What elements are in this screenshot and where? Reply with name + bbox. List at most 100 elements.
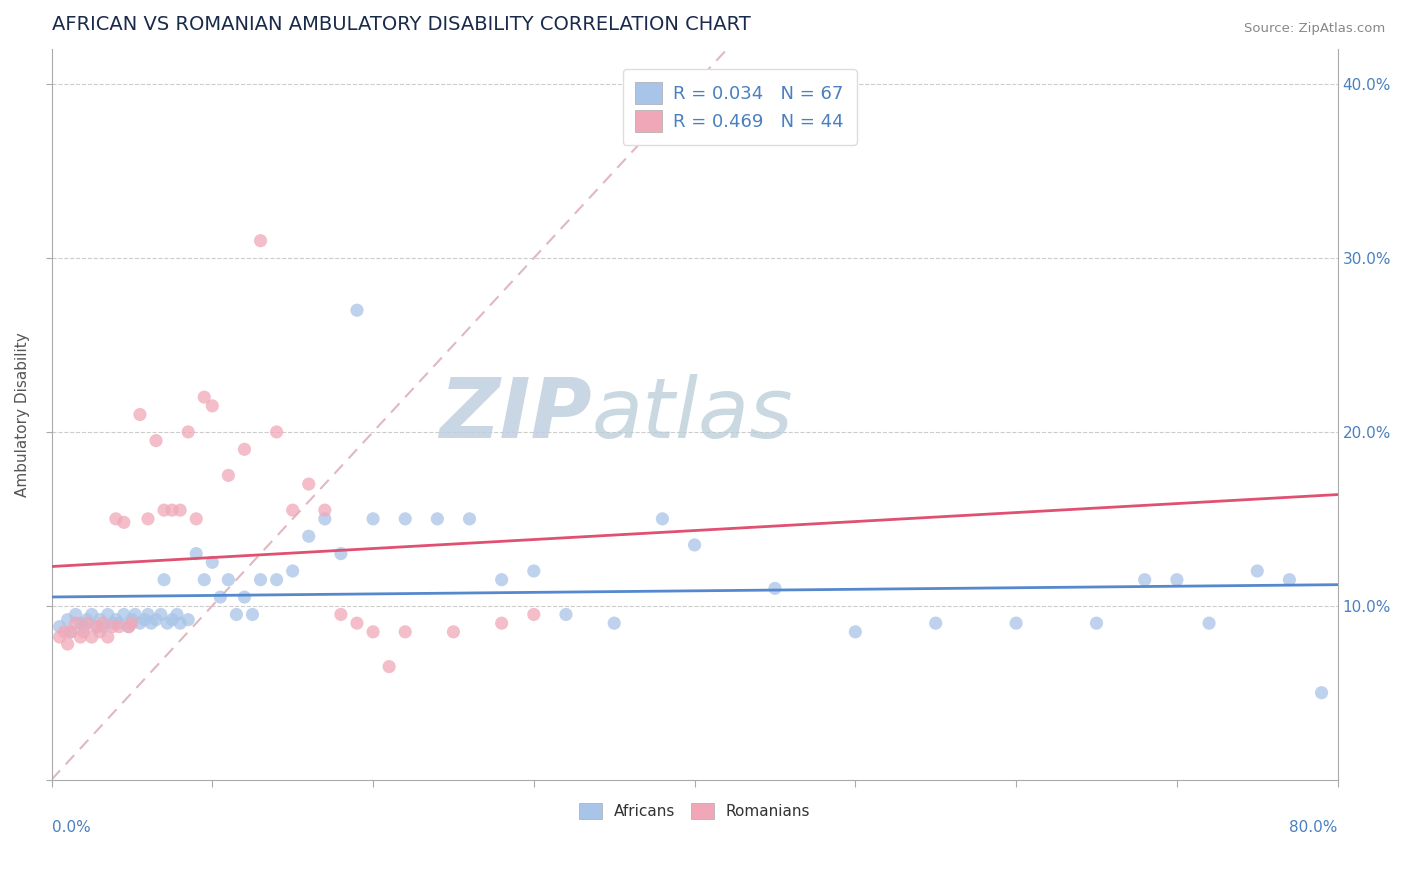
Point <box>101 616 124 631</box>
Point <box>169 616 191 631</box>
Point <box>108 620 131 634</box>
Point <box>249 573 271 587</box>
Point <box>1005 616 1028 631</box>
Point <box>48 620 70 634</box>
Point <box>136 512 159 526</box>
Point <box>266 425 288 439</box>
Text: atlas: atlas <box>592 374 793 455</box>
Point <box>201 399 224 413</box>
Point <box>65 607 87 622</box>
Point <box>124 607 146 622</box>
Point <box>217 573 239 587</box>
Point <box>112 516 135 530</box>
Point <box>242 607 264 622</box>
Point <box>209 590 232 604</box>
Point <box>118 620 141 634</box>
Point <box>69 630 91 644</box>
Point <box>149 607 172 622</box>
Point <box>193 573 215 587</box>
Point <box>1085 616 1108 631</box>
Point <box>59 624 82 639</box>
Point <box>129 616 152 631</box>
Point <box>1133 573 1156 587</box>
Point <box>56 637 79 651</box>
Point <box>266 573 288 587</box>
Point <box>346 303 368 318</box>
Point <box>523 607 546 622</box>
Point <box>394 624 416 639</box>
Point <box>104 613 127 627</box>
Point <box>91 616 114 631</box>
Point <box>76 613 98 627</box>
Point <box>186 547 208 561</box>
Point <box>177 425 200 439</box>
Point <box>177 613 200 627</box>
Point <box>53 624 76 639</box>
Point <box>1310 686 1333 700</box>
Point <box>145 613 167 627</box>
Point <box>603 616 626 631</box>
Point <box>112 607 135 622</box>
Point <box>281 503 304 517</box>
Legend: Africans, Romanians: Africans, Romanians <box>571 796 818 827</box>
Point <box>378 659 401 673</box>
Text: Source: ZipAtlas.com: Source: ZipAtlas.com <box>1244 22 1385 36</box>
Point <box>97 607 120 622</box>
Point <box>1198 616 1220 631</box>
Point <box>217 468 239 483</box>
Point <box>141 616 163 631</box>
Point <box>86 620 108 634</box>
Point <box>73 624 96 639</box>
Point <box>118 620 141 634</box>
Point <box>193 390 215 404</box>
Point <box>69 616 91 631</box>
Point <box>844 624 866 639</box>
Point <box>129 408 152 422</box>
Point <box>249 234 271 248</box>
Point <box>186 512 208 526</box>
Point <box>80 630 103 644</box>
Point <box>458 512 481 526</box>
Point <box>233 590 256 604</box>
Point <box>136 607 159 622</box>
Point <box>361 624 384 639</box>
Point <box>298 477 321 491</box>
Point <box>925 616 948 631</box>
Point <box>491 573 513 587</box>
Y-axis label: Ambulatory Disability: Ambulatory Disability <box>15 332 30 497</box>
Point <box>134 613 156 627</box>
Point <box>97 630 120 644</box>
Point <box>346 616 368 631</box>
Point <box>443 624 465 639</box>
Point <box>89 624 111 639</box>
Point <box>763 582 786 596</box>
Point <box>101 620 124 634</box>
Point <box>361 512 384 526</box>
Point <box>73 620 96 634</box>
Point <box>394 512 416 526</box>
Point <box>145 434 167 448</box>
Text: 0.0%: 0.0% <box>52 820 90 835</box>
Point <box>104 512 127 526</box>
Point <box>169 503 191 517</box>
Text: ZIP: ZIP <box>439 374 592 455</box>
Point <box>48 630 70 644</box>
Point <box>153 573 176 587</box>
Point <box>225 607 247 622</box>
Point <box>65 616 87 631</box>
Point <box>166 607 188 622</box>
Point <box>121 613 143 627</box>
Point <box>651 512 673 526</box>
Point <box>683 538 706 552</box>
Point <box>281 564 304 578</box>
Point <box>329 607 352 622</box>
Text: 80.0%: 80.0% <box>1289 820 1337 835</box>
Point <box>555 607 578 622</box>
Point <box>201 555 224 569</box>
Point <box>153 503 176 517</box>
Point <box>298 529 321 543</box>
Point <box>56 613 79 627</box>
Text: AFRICAN VS ROMANIAN AMBULATORY DISABILITY CORRELATION CHART: AFRICAN VS ROMANIAN AMBULATORY DISABILIT… <box>52 15 751 34</box>
Point <box>426 512 449 526</box>
Point <box>523 564 546 578</box>
